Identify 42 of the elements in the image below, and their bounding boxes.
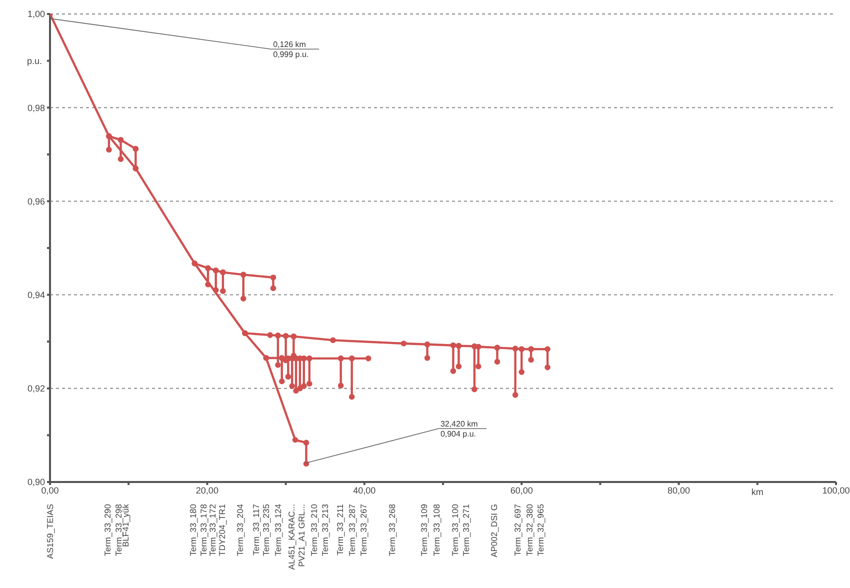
x-tick-label: 0,00: [41, 485, 59, 496]
text: Term_33_290: [102, 504, 112, 556]
y-tick-label: 0,98: [27, 102, 45, 113]
text: Term_33_100: [450, 504, 460, 556]
text: Term_33_204: [235, 504, 246, 556]
text: Term_32_965: [535, 504, 546, 556]
text: Term_33_213: [320, 504, 330, 556]
text: Term_33_267: [358, 504, 369, 556]
text: Term_33_109: [419, 504, 430, 556]
text: Term_33_180: [188, 504, 198, 556]
y-tick-label: 1,00: [27, 9, 45, 20]
text: Term_33_268: [386, 504, 397, 556]
y-tick-label: 0,96: [27, 196, 45, 206]
text: Term_33_271: [460, 504, 471, 556]
y-tick-label: 0,92: [27, 384, 45, 394]
text: Term_33_178: [198, 504, 208, 556]
x-axis-title: km: [751, 487, 764, 497]
text: AS159_TEIAS: [45, 504, 55, 559]
text: Term_33_211: [335, 504, 346, 556]
text: TDY204_TR1: [217, 504, 228, 556]
text: Term_33_172: [208, 504, 218, 556]
y-axis-title: p.u.: [26, 56, 42, 66]
annotation: 32,420 km 0,904 p.u.: [440, 420, 478, 439]
text: PV21_A1 GRL...: [296, 504, 307, 567]
x-tick-label: 20,00: [196, 485, 218, 496]
text: Term_33_108: [432, 504, 442, 556]
annotation: 0,126 km 0,999 p.u.: [273, 40, 309, 60]
text: AL451_KARAC...: [286, 504, 296, 570]
text: Term_33_210: [309, 504, 320, 556]
x-tick-label: 60,00: [510, 485, 533, 496]
x-tick-label: 100,00: [822, 485, 850, 496]
x-tick-label: 80,00: [668, 485, 690, 496]
text: Term_32_380: [524, 504, 534, 556]
text: Term_33_235: [261, 504, 272, 556]
text: Term_32_697: [512, 504, 523, 556]
y-tick-label: 0,94: [27, 290, 45, 300]
text: Term_33_117: [250, 504, 261, 556]
text: AP002_DSI G: [489, 504, 500, 558]
y-tick-label: 0,90: [27, 477, 45, 488]
text: Term_33_124: [272, 504, 283, 556]
text: Term_33_287: [346, 504, 357, 556]
x-tick-label: 40,00: [353, 485, 376, 496]
